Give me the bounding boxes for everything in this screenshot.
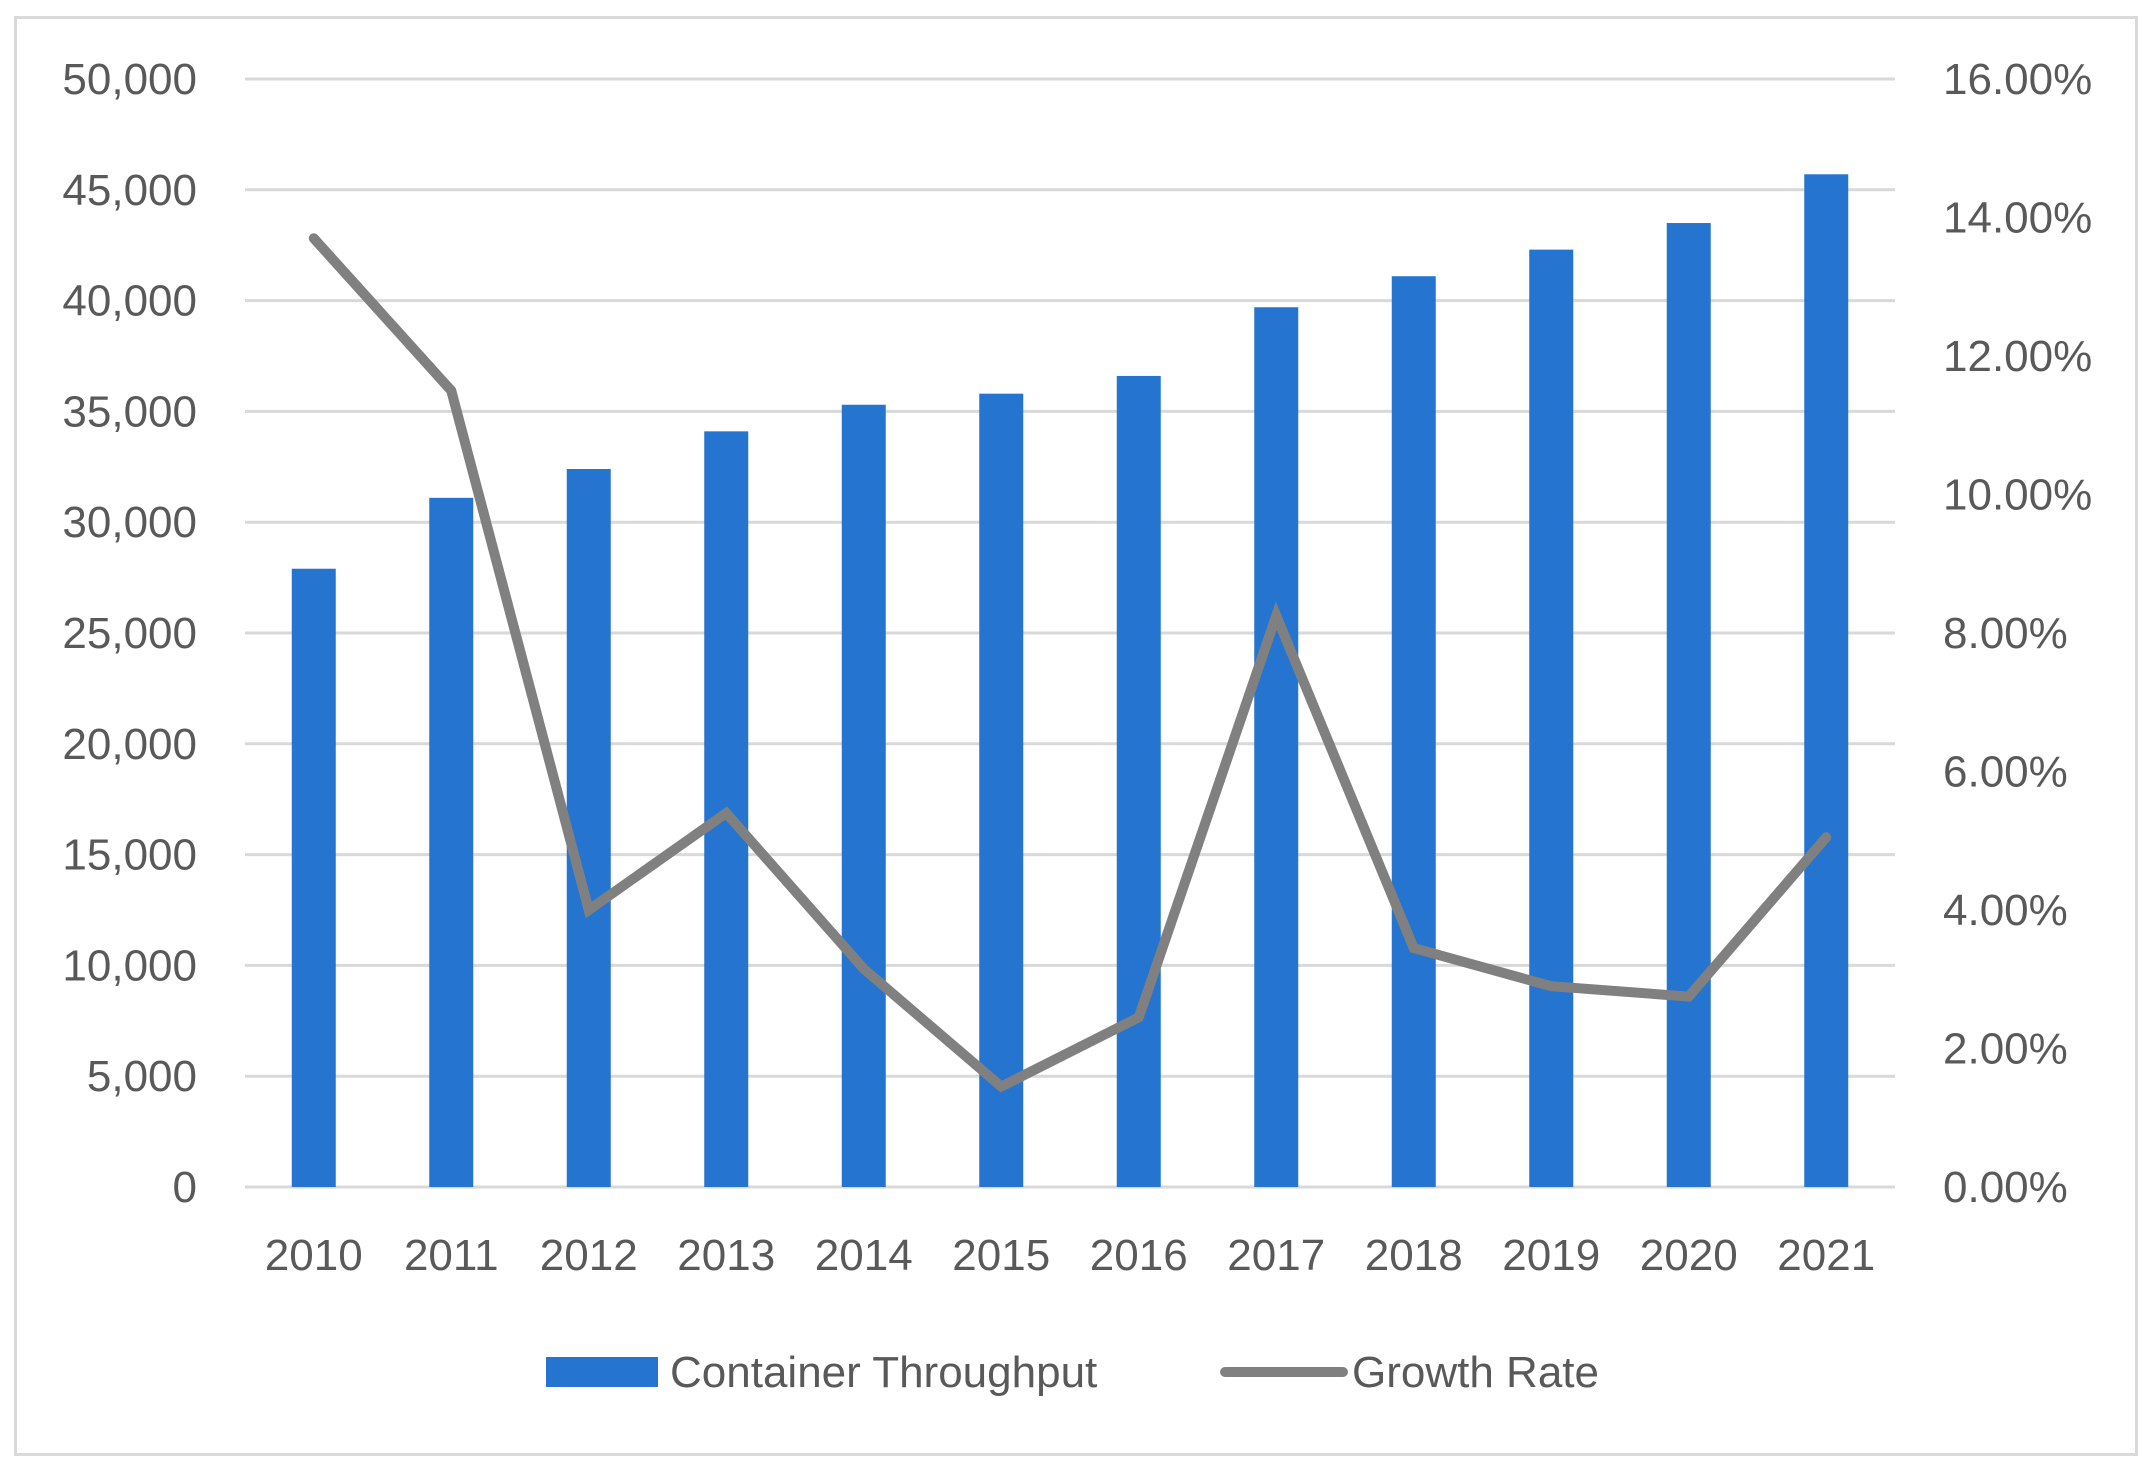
legend-label-growth: Growth Rate — [1352, 1348, 1599, 1397]
growth-rate-line — [308, 233, 1832, 1093]
bar — [429, 497, 474, 1188]
bar — [1254, 307, 1299, 1187]
bar — [1529, 249, 1574, 1187]
bar — [1116, 375, 1161, 1188]
legend: Container Throughput Growth Rate — [546, 1348, 1599, 1397]
x-tick-label: 2010 — [265, 1231, 363, 1280]
left-axis-ticks: 0 5,000 10,000 15,000 20,000 25,000 30,000 35,0… — [62, 55, 197, 1212]
left-tick-label: 5,000 — [87, 1052, 197, 1101]
x-tick-label: 2016 — [1090, 1231, 1188, 1280]
right-tick-label: 16.00% — [1943, 55, 2092, 104]
x-tick-label: 2011 — [404, 1231, 499, 1280]
right-tick-label: 0.00% — [1943, 1163, 2068, 1212]
bar — [841, 404, 886, 1187]
bar-series — [291, 174, 1849, 1188]
left-tick-label: 35,000 — [62, 387, 197, 436]
chart-frame — [14, 16, 2138, 1456]
right-tick-label: 4.00% — [1943, 886, 2068, 935]
left-tick-label: 30,000 — [62, 498, 197, 547]
x-tick-label: 2021 — [1777, 1231, 1875, 1280]
x-tick-label: 2019 — [1502, 1231, 1600, 1280]
x-tick-label: 2020 — [1640, 1231, 1738, 1280]
line-series — [308, 233, 1832, 1093]
left-tick-label: 10,000 — [62, 941, 197, 990]
right-tick-label: 14.00% — [1943, 194, 2092, 243]
bar — [566, 469, 611, 1187]
x-tick-label: 2018 — [1365, 1231, 1463, 1280]
bar — [979, 393, 1024, 1187]
left-tick-label: 25,000 — [62, 609, 197, 658]
right-tick-label: 2.00% — [1943, 1025, 2068, 1074]
right-axis-ticks: 0.00% 2.00% 4.00% 6.00% 8.00% 10.00% 12.00% 14.… — [1943, 55, 2092, 1212]
gridlines — [245, 77, 1895, 1189]
left-tick-label: 40,000 — [62, 277, 197, 326]
left-tick-label: 45,000 — [62, 166, 197, 215]
bar — [291, 568, 336, 1187]
x-tick-label: 2015 — [952, 1231, 1050, 1280]
left-tick-label: 0 — [173, 1163, 197, 1212]
x-tick-label: 2014 — [815, 1231, 913, 1280]
right-tick-label: 6.00% — [1943, 748, 2068, 797]
right-tick-label: 8.00% — [1943, 609, 2068, 658]
left-tick-label: 15,000 — [62, 831, 197, 880]
right-tick-label: 12.00% — [1943, 332, 2092, 381]
bar — [1666, 223, 1711, 1188]
left-tick-label: 50,000 — [62, 55, 197, 104]
right-tick-label: 10.00% — [1943, 471, 2092, 520]
bar — [1391, 276, 1436, 1187]
legend-swatch-bar — [546, 1357, 658, 1387]
x-tick-label: 2012 — [540, 1231, 638, 1280]
x-tick-label: 2017 — [1227, 1231, 1325, 1280]
left-tick-label: 20,000 — [62, 720, 197, 769]
x-tick-label: 2013 — [677, 1231, 775, 1280]
legend-label-throughput: Container Throughput — [670, 1348, 1097, 1397]
x-axis-ticks: 2010 2011 2012 2013 2014 2015 2016 2017 2018 2019… — [265, 1231, 1875, 1280]
bar — [1804, 174, 1849, 1188]
